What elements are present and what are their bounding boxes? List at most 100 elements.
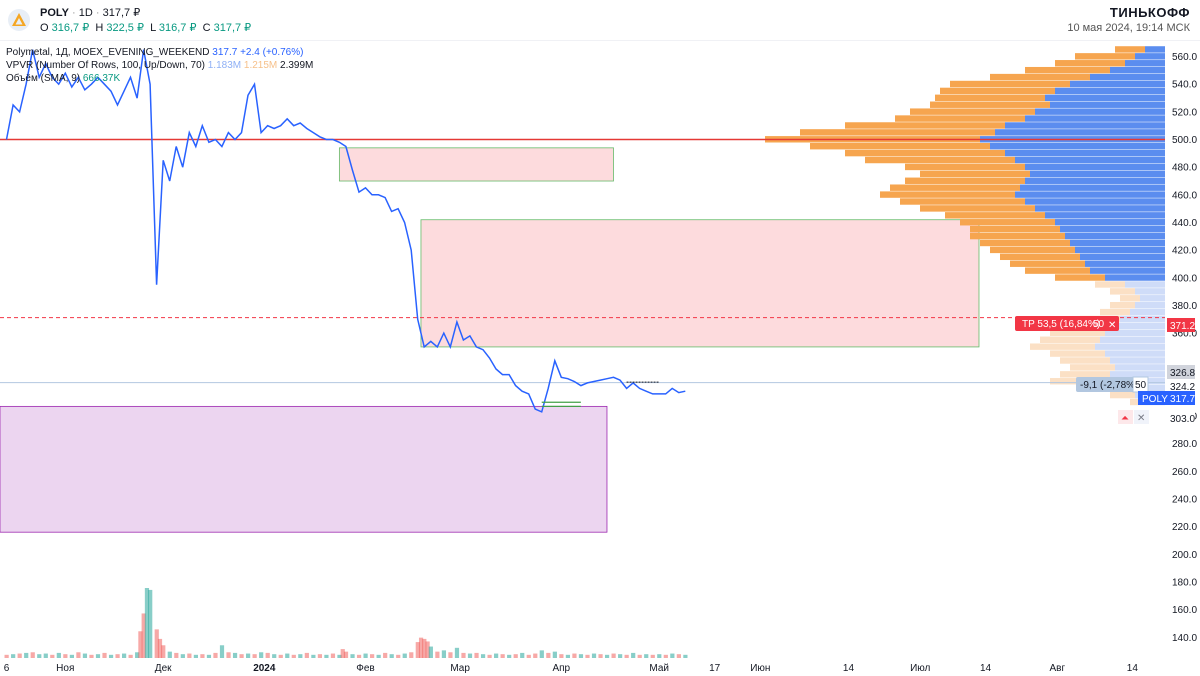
volume-bar — [304, 652, 309, 658]
volume-profile-down-bar — [990, 73, 1090, 81]
volume-bar — [141, 613, 146, 658]
y-tick-label: 560.0 — [1172, 52, 1197, 63]
volume-profile-up-bar — [1060, 225, 1165, 233]
tp-label-text: TP 53,5 (16,84%) — [1022, 319, 1100, 330]
volume-bar — [265, 652, 270, 658]
tp-label-bg — [1015, 316, 1119, 331]
y-tick-label: 400.0 — [1172, 273, 1197, 284]
volume-bar — [37, 654, 42, 658]
tp-qty: 50 — [1093, 319, 1105, 330]
volume-bar — [383, 652, 388, 658]
volume-bar — [500, 654, 505, 658]
alert-controls[interactable]: ⏶ ✕ — [1118, 410, 1149, 424]
volume-profile-down-bar — [845, 149, 1005, 157]
y-tick-label: 140.0 — [1172, 633, 1197, 644]
zone-pink-0 — [338, 147, 614, 182]
volume-profile-up-bar — [1035, 205, 1165, 212]
volume-bar — [409, 652, 414, 658]
volume-bar — [317, 654, 323, 658]
alert-bell-icon[interactable]: ⏶ — [1121, 413, 1129, 424]
volume-profile-up-bar — [1120, 315, 1165, 323]
volume-bar — [461, 652, 466, 658]
volume-profile-down-bar — [970, 225, 1060, 233]
legend-volume[interactable]: Объём (SMA, 9) 666.37K — [6, 72, 313, 85]
x-tick-label: Июл — [910, 663, 930, 674]
volume-profile-down-bar — [1000, 253, 1080, 261]
volume-bar — [513, 654, 518, 658]
volume-profile-down-bar — [1050, 350, 1105, 357]
volume-bar — [330, 653, 336, 658]
x-axis[interactable]: 6 Ноя Дек 2024 Фев Мар Апр Май 17 Июн 14 Июл 14 Авг 14 — [4, 663, 1139, 674]
x-tick-label: Май — [649, 663, 669, 674]
y-tick-label: 520.0 — [1172, 107, 1197, 118]
volume-profile-up-bar — [1135, 301, 1165, 309]
y-tick-label: 480.0 — [1172, 163, 1197, 174]
symbol-name[interactable]: POLY — [40, 7, 69, 19]
legend-main[interactable]: Polymetal, 1Д, MOEX_EVENING_WEEKEND 317.… — [6, 46, 313, 59]
volume-bar — [350, 654, 355, 658]
volume-bar — [135, 652, 140, 658]
volume-bar — [232, 652, 238, 658]
volume-profile-down-bar — [1070, 364, 1115, 371]
sl-label[interactable]: -9,1 (-2,78%) 50 — [1076, 376, 1149, 393]
datetime-label: 10 мая 2024, 19:14 МСК — [1067, 22, 1190, 34]
x-tick-label: Ноя — [56, 663, 74, 674]
volume-profile-up-bar — [1020, 184, 1165, 191]
volume-bar — [285, 653, 290, 658]
tp-label[interactable]: TP 53,5 (16,84%) 50 ✕ — [1015, 316, 1119, 331]
entry-price-badge-bg — [1167, 365, 1195, 379]
volume-bar — [138, 631, 143, 658]
volume-bar — [69, 654, 74, 658]
ohlc-open-key: O — [40, 22, 49, 34]
x-tick-label: 14 — [1127, 663, 1139, 674]
sl-price-badge: 324.2 — [1167, 379, 1195, 393]
tp-close-icon[interactable]: ✕ — [1108, 320, 1116, 331]
interval-label[interactable]: 1D — [78, 7, 93, 19]
volume-bar — [676, 654, 681, 658]
volume-bar — [363, 653, 368, 658]
volume-profile-up-bar — [1045, 94, 1165, 102]
volume-bar — [95, 654, 101, 658]
volume-profile-down-bar — [810, 143, 990, 150]
volume-bar — [591, 653, 597, 658]
volume-bar — [585, 654, 590, 658]
volume-bar — [161, 645, 166, 658]
volume-profile-up-bar — [1080, 253, 1165, 261]
volume-profile-down-bar — [890, 184, 1020, 191]
volume-bar — [187, 653, 192, 658]
volume-profile-up-bar — [1055, 87, 1165, 95]
volume-profile-up-bar — [1015, 191, 1165, 198]
volume-bar — [259, 652, 264, 658]
sl-price: 324.2 — [1170, 382, 1195, 393]
legend-vpvr[interactable]: VPVR (Number Of Rows, 100, Up/Down, 70) … — [6, 59, 313, 72]
volume-bar — [128, 654, 133, 658]
volume-bar — [30, 652, 35, 658]
volume-profile-up-bar — [990, 143, 1165, 150]
volume-bars — [4, 588, 688, 658]
legend-volume-value: 666.37K — [82, 73, 121, 84]
sl-price-badge-bg — [1167, 379, 1195, 393]
y-axis[interactable]: 140.0 160.0 180.0 200.0 220.0 240.0 260.0 280.0… — [1172, 52, 1197, 644]
volume-bar — [76, 652, 81, 658]
brand-logo: ТИНЬКОФФ — [1109, 5, 1190, 20]
symbol-line-1[interactable]: POLY · 1D · 317,7 ₽ — [40, 7, 141, 19]
alert-close-icon[interactable]: ✕ — [1137, 413, 1145, 424]
volume-bar — [428, 646, 433, 658]
trade-markers — [541, 381, 660, 407]
volume-profile-down-bar — [1120, 295, 1140, 302]
x-tick-label: Мар — [450, 663, 470, 674]
volume-profile-down-bar — [935, 94, 1045, 102]
volume-bar — [154, 629, 159, 658]
volume-profile-up-bar — [1055, 219, 1165, 226]
volume-bar — [520, 652, 525, 658]
x-tick-label: 2024 — [253, 663, 276, 674]
x-tick-label: 14 — [843, 663, 855, 674]
entry-price: 326.8 — [1170, 368, 1195, 379]
sl-qty: 50 — [1135, 380, 1147, 391]
volume-profile-down-bar — [1055, 274, 1105, 281]
volume-bar — [239, 654, 244, 658]
volume-bar — [559, 654, 564, 658]
volume-profile-down-bar — [1100, 308, 1130, 316]
last-price: 317,7 ₽ — [102, 7, 141, 19]
price-chart[interactable]: 140.0 160.0 180.0 200.0 220.0 240.0 260.0 280.0… — [0, 40, 1200, 676]
